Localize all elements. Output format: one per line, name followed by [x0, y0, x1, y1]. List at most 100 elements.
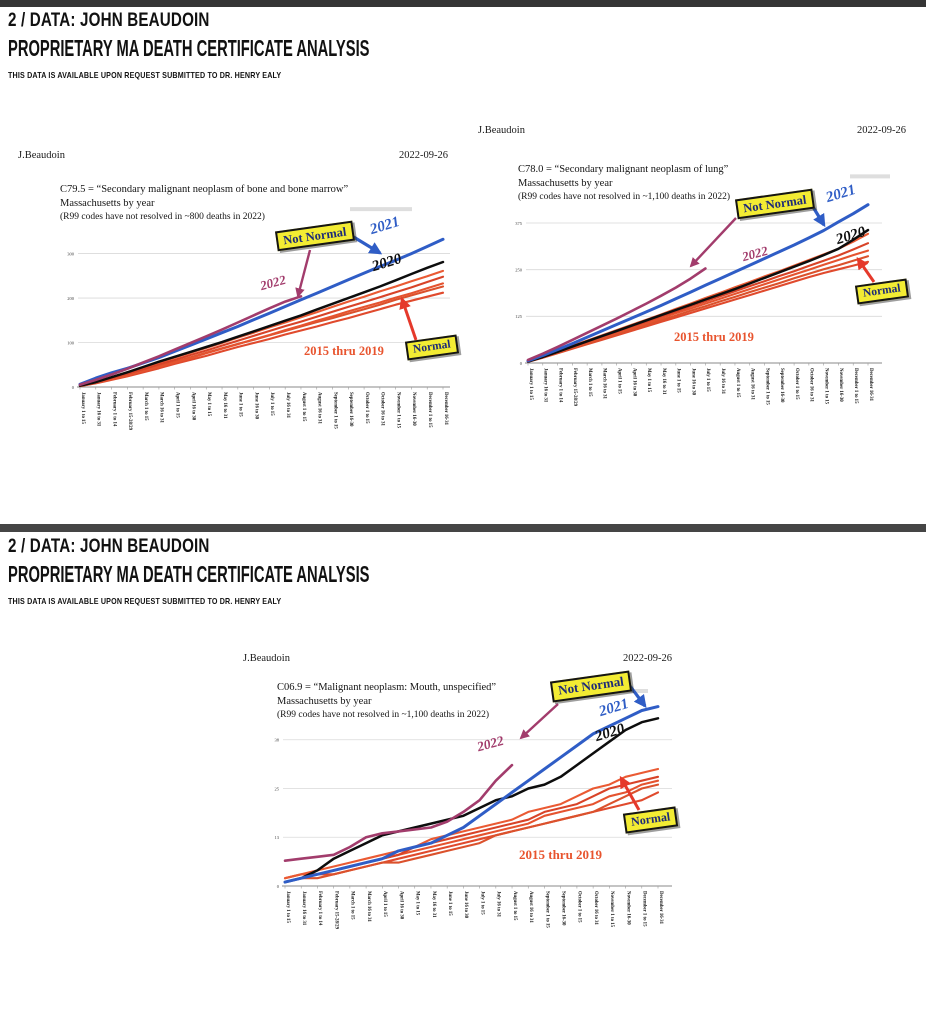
x-tick-label: September 1 to 15 [332, 392, 337, 429]
y-tick-label: 125 [515, 314, 523, 319]
chart-author: J.Beaudoin [18, 150, 65, 161]
chart-note: (R99 codes have not resolved in ~1,100 d… [277, 709, 489, 720]
x-tick-label: July 1 to 15 [269, 392, 274, 416]
x-tick-label: May 1 to 15 [415, 891, 420, 916]
y-tick-label: 200 [67, 296, 75, 301]
x-tick-label: June 1 to 15 [676, 368, 681, 393]
section-divider-bar [0, 524, 926, 532]
chart-meta-row: J.Beaudoin 2022-09-26 [243, 653, 672, 664]
annotation-arrow [619, 775, 641, 811]
chart-title: C79.5 = “Secondary malignant neoplasm of… [60, 184, 349, 195]
chart-region: Massachusetts by year [518, 177, 613, 189]
series-2022-line [526, 267, 707, 362]
section1-header: 2 / DATA: JOHN BEAUDOIN PROPRIETARY MA D… [8, 10, 573, 80]
chart-date: 2022-09-26 [857, 125, 906, 136]
chart-note: (R99 codes have not resolved in ~1,100 d… [518, 191, 730, 202]
x-tick-label: August 1 to 15 [301, 392, 306, 422]
top-border-bar [0, 0, 926, 7]
series-2020-line [526, 228, 870, 363]
chart-title: C78.0 = “Secondary malignant neoplasm of… [518, 164, 729, 175]
chart-author: J.Beaudoin [478, 125, 525, 136]
x-tick-label: October 16 to 31 [380, 392, 385, 426]
x-tick-label: June 16 to 30 [253, 392, 258, 420]
y-tick-label: 0 [520, 361, 523, 366]
chart-author: J.Beaudoin [243, 653, 290, 664]
x-tick-label: May 16 to 31 [222, 392, 227, 419]
x-tick-label: July 16 to 31 [285, 392, 290, 419]
x-tick-label: June 1 to 15 [238, 392, 243, 417]
chart-plot: 0 125 250 375 January 1 to 15 January 16 to 3… [515, 174, 890, 407]
x-tick-label: November 16-30 [411, 392, 416, 426]
y-tick-label: 100 [67, 340, 75, 345]
annotation-arrow [519, 703, 559, 740]
series-2020-line [283, 717, 660, 884]
x-tick-label: August 16 to 31 [750, 368, 755, 400]
chart-note: (R99 codes have not resolved in ~800 dea… [60, 211, 265, 222]
x-tick-label: September 1 to 15 [544, 891, 549, 928]
x-tick-label: October 16 to 31 [809, 368, 814, 402]
x-tick-label: October 1 to 15 [794, 368, 799, 400]
x-tick-label: September 16-30 [560, 891, 565, 926]
annotation-arrow [856, 257, 876, 283]
x-tick-label: April 16 to 30 [398, 891, 403, 920]
x-tick-label: January 1 to 15 [285, 891, 290, 923]
x-tick-label: December 1 to 15 [642, 891, 647, 927]
chart-meta-row: J.Beaudoin 2022-09-26 [478, 125, 906, 136]
y-tick-label: 0 [72, 385, 75, 390]
x-tick-label: February 15-28/29 [127, 392, 132, 431]
section-subtitle: PROPRIETARY MA DEATH CERTIFICATE ANALYSI… [8, 35, 370, 61]
x-tick-label: April 16 to 30 [190, 392, 195, 421]
x-tick-label: October 1 to 15 [364, 392, 369, 424]
x-tick-label: October 1 to 15 [577, 891, 582, 923]
y-tick-label: 25 [275, 786, 280, 791]
x-tick-label: September 1 to 15 [764, 368, 769, 405]
period-range-label: 2015 thru 2019 [304, 344, 384, 358]
x-tick-label: February 1 to 14 [557, 368, 562, 403]
x-tick-label: March 1 to 15 [350, 891, 355, 920]
section-availability-note: THIS DATA IS AVAILABLE UPON REQUEST SUBM… [8, 70, 282, 80]
x-tick-label: March 16 to 31 [366, 891, 371, 923]
y-tick-label: 38 [275, 738, 280, 743]
x-tick-label: February 1 to 14 [111, 392, 116, 427]
x-tick-label: August 16 to 31 [528, 891, 533, 923]
chart-c78-0-lung: J.Beaudoin 2022-09-26 C78.0 = “Secondary m… [478, 118, 926, 438]
period-range-label: 2015 thru 2019 [674, 330, 754, 344]
x-tick-label: March 16 to 31 [602, 368, 607, 400]
x-tick-label: July 1 to 15 [479, 891, 484, 915]
x-tick-label: November 1 to 15 [823, 368, 828, 405]
x-tick-label: April 1 to 15 [382, 891, 387, 917]
series-2020-line [78, 260, 445, 387]
x-tick-label: June 16 to 30 [690, 368, 695, 396]
chart-c79-5-bone-marrow: J.Beaudoin 2022-09-26 C79.5 = “Secondary m… [18, 150, 459, 450]
x-tick-label: November 1 to 15 [395, 392, 400, 429]
x-tick-label: March 1 to 15 [143, 392, 148, 421]
chart-title-block: C79.5 = “Secondary malignant neoplasm of… [60, 183, 348, 223]
section-subtitle: PROPRIETARY MA DEATH CERTIFICATE ANALYSI… [8, 561, 370, 587]
y-tick-label: 250 [515, 267, 523, 272]
x-tick-label: January 16 to 31 [543, 368, 548, 403]
x-tick-label: October 16 to 31 [593, 891, 598, 925]
series-2017-line [78, 282, 445, 388]
x-tick-label: April 1 to 15 [616, 368, 621, 394]
chart-title-block: C78.0 = “Secondary malignant neoplasm of… [518, 163, 730, 203]
annotation-arrow [399, 296, 418, 341]
chart-plot: 0 13 25 38 January 1 to 15 January 16 to 31 Fe… [275, 681, 672, 930]
y-tick-label: 0 [277, 884, 280, 889]
period-range-label: 2015 thru 2019 [519, 847, 603, 862]
x-tick-label: April 16 to 30 [631, 368, 636, 397]
chart-date: 2022-09-26 [623, 653, 672, 664]
x-tick-label: June 16 to 30 [463, 891, 468, 919]
series-2019-line [283, 767, 660, 880]
x-tick-label: August 1 to 15 [735, 368, 740, 398]
section-title: 2 / DATA: JOHN BEAUDOIN [8, 10, 210, 31]
x-tick-label: May 16 to 31 [661, 368, 666, 395]
series-2015-line [78, 291, 445, 388]
x-tick-label: January 1 to 15 [80, 392, 85, 424]
y-tick-label: 375 [515, 221, 523, 226]
x-tick-label: January 16 to 31 [96, 392, 101, 427]
x-tick-label: January 1 to 15 [528, 368, 533, 400]
x-tick-label: April 1 to 15 [174, 392, 179, 418]
x-tick-label: May 16 to 31 [431, 891, 436, 918]
chart-title: C06.9 = “Malignant neoplasm: Mouth, unsp… [277, 682, 497, 693]
chart-plot: 0 100 200 300 January 1 to 15 January 16 to 3… [67, 207, 450, 431]
